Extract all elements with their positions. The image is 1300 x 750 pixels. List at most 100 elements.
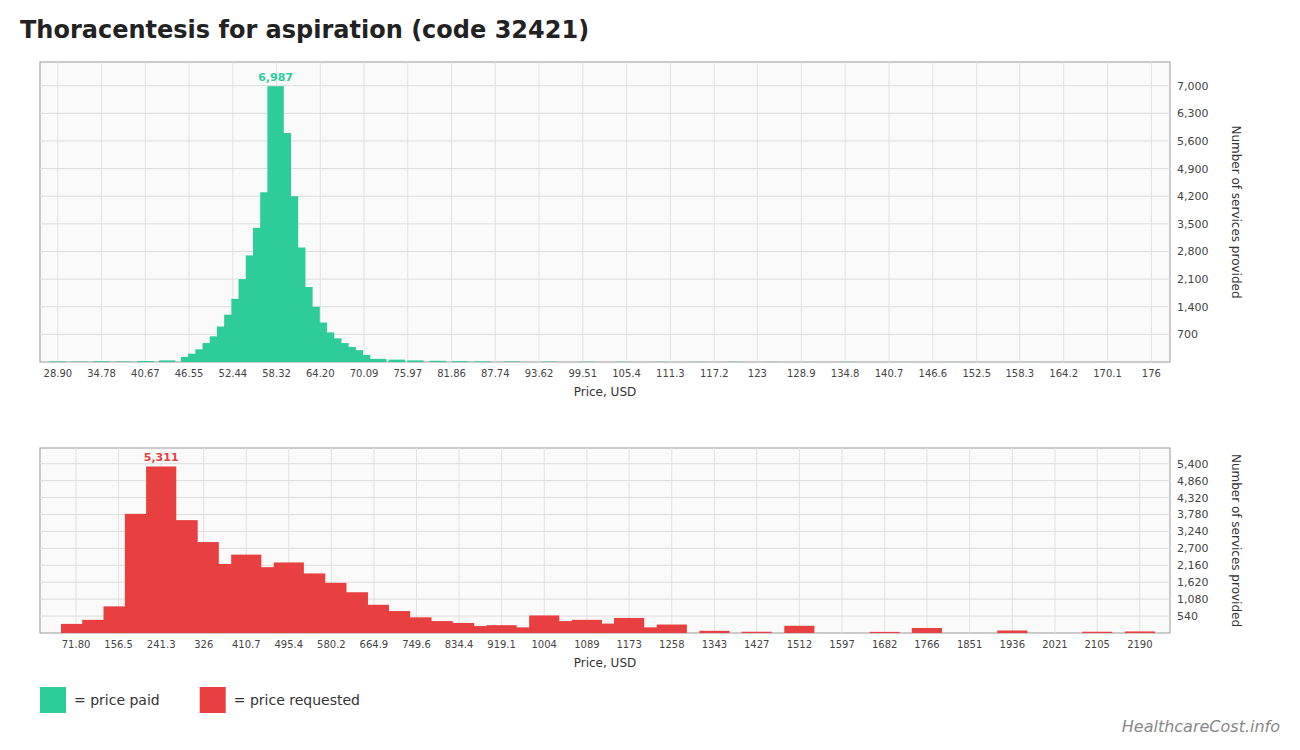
x-tick-label: 1936 <box>1000 639 1025 650</box>
y-grid-line <box>40 306 1170 307</box>
x-grid-line <box>364 62 365 362</box>
x-tick-label: 71.80 <box>62 639 91 650</box>
x-grid-line <box>1107 62 1108 362</box>
y-grid-line <box>40 196 1170 197</box>
x-tick-label: 170.1 <box>1093 368 1122 379</box>
bar <box>407 360 423 362</box>
x-tick-label: 1682 <box>872 639 897 650</box>
y-grid-line <box>40 223 1170 224</box>
bar <box>653 361 669 362</box>
x-tick-label: 146.6 <box>919 368 948 379</box>
x-grid-line <box>714 62 715 362</box>
max-label: 6,987 <box>258 71 293 84</box>
x-grid-line <box>1063 62 1064 362</box>
title: Thoracentesis for aspiration (code 32421… <box>20 16 589 44</box>
bar <box>615 361 631 362</box>
x-grid-line <box>501 448 502 633</box>
x-grid-line <box>495 62 496 362</box>
bar <box>742 632 772 633</box>
legend-label: = price paid <box>74 692 160 708</box>
chart-root: Thoracentesis for aspiration (code 32421… <box>0 0 1300 750</box>
y-grid-line <box>40 531 1170 532</box>
x-tick-label: 410.7 <box>232 639 261 650</box>
bar <box>93 361 109 362</box>
y-grid-line <box>40 251 1170 252</box>
x-grid-line <box>629 448 630 633</box>
legend-swatch <box>40 687 66 713</box>
x-tick-label: 81.86 <box>437 368 466 379</box>
y-tick-label: 1,080 <box>1177 593 1209 606</box>
watermark: HealthcareCost.info <box>1122 717 1280 736</box>
x-grid-line <box>145 62 146 362</box>
bar <box>159 360 175 362</box>
x-tick-label: 156.5 <box>104 639 133 650</box>
y-tick-label: 1,400 <box>1177 301 1209 314</box>
x-tick-label: 1427 <box>744 639 769 650</box>
x-grid-line <box>845 62 846 362</box>
bar <box>690 361 706 362</box>
y-tick-label: 2,700 <box>1177 542 1209 555</box>
x-tick-label: 87.74 <box>481 368 510 379</box>
x-grid-line <box>459 448 460 633</box>
y-axis-label: Number of services provided <box>1229 125 1243 298</box>
x-tick-label: 2190 <box>1127 639 1152 650</box>
x-tick-label: 749.6 <box>402 639 431 650</box>
x-tick-label: 1766 <box>914 639 939 650</box>
y-tick-label: 2,100 <box>1177 273 1209 286</box>
bar <box>115 361 131 362</box>
bar <box>389 360 405 362</box>
x-grid-line <box>416 448 417 633</box>
legend-swatch <box>200 687 226 713</box>
x-tick-label: 128.9 <box>787 368 816 379</box>
bar <box>354 355 370 362</box>
x-grid-line <box>76 448 77 633</box>
x-tick-label: 117.2 <box>700 368 729 379</box>
y-grid-line <box>40 463 1170 464</box>
x-tick-label: 326 <box>194 639 213 650</box>
x-grid-line <box>586 448 587 633</box>
y-tick-label: 700 <box>1177 328 1198 341</box>
x-grid-line <box>1139 448 1140 633</box>
x-grid-line <box>932 62 933 362</box>
y-tick-label: 2,800 <box>1177 245 1209 258</box>
y-tick-label: 5,400 <box>1177 458 1209 471</box>
bar <box>1082 632 1112 633</box>
x-grid-line <box>888 62 889 362</box>
x-tick-label: 58.32 <box>262 368 291 379</box>
x-tick-label: 28.90 <box>44 368 73 379</box>
x-tick-label: 1173 <box>616 639 641 650</box>
x-grid-line <box>842 448 843 633</box>
y-tick-label: 4,320 <box>1177 492 1209 505</box>
bar <box>870 632 900 633</box>
bars <box>61 466 1155 633</box>
x-grid-line <box>320 62 321 362</box>
y-grid-line <box>40 85 1170 86</box>
x-tick-label: 164.2 <box>1049 368 1078 379</box>
x-tick-label: 1089 <box>574 639 599 650</box>
x-tick-label: 1004 <box>532 639 557 650</box>
bar <box>578 361 594 362</box>
bar <box>657 625 687 633</box>
x-tick-label: 1343 <box>702 639 727 650</box>
max-label: 5,311 <box>144 451 179 464</box>
x-tick-label: 93.62 <box>525 368 554 379</box>
x-grid-line <box>714 448 715 633</box>
x-tick-label: 46.55 <box>175 368 204 379</box>
x-tick-label: 111.3 <box>656 368 685 379</box>
x-tick-label: 52.44 <box>219 368 248 379</box>
bar <box>370 359 386 362</box>
bar <box>942 361 958 362</box>
x-tick-label: 140.7 <box>875 368 904 379</box>
x-tick-label: 99.51 <box>568 368 597 379</box>
y-grid-line <box>40 140 1170 141</box>
x-grid-line <box>670 62 671 362</box>
bar <box>72 361 88 362</box>
x-grid-line <box>1151 62 1152 362</box>
y-grid-line <box>40 480 1170 481</box>
x-tick-label: 158.3 <box>1006 368 1035 379</box>
bar <box>764 361 780 362</box>
y-tick-label: 3,780 <box>1177 508 1209 521</box>
y-tick-label: 4,860 <box>1177 475 1209 488</box>
bars <box>50 86 1115 362</box>
plot-frame <box>40 62 1170 362</box>
